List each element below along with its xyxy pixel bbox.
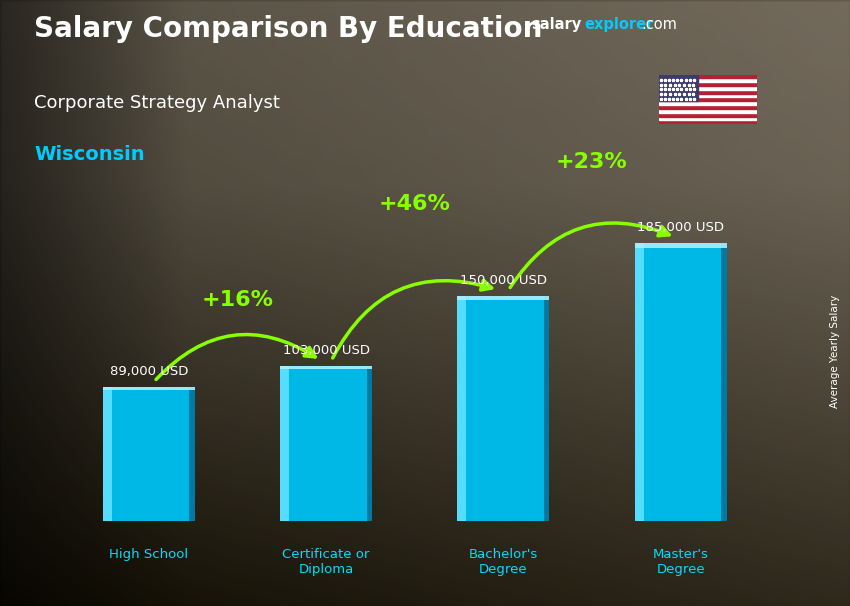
Text: +46%: +46% [379,195,451,215]
Text: +23%: +23% [556,152,628,172]
Bar [721,244,727,521]
Bar [659,82,756,86]
Text: .com: .com [641,17,677,32]
Text: High School: High School [110,548,189,561]
Bar [634,244,727,248]
Bar [659,94,756,98]
Text: 185,000 USD: 185,000 USD [638,221,724,235]
Bar [659,121,756,124]
Bar [659,90,756,94]
Bar [659,75,756,78]
Text: salary: salary [531,17,581,32]
Text: Certificate or
Diploma: Certificate or Diploma [282,548,370,576]
Bar [659,86,756,90]
Bar [289,367,366,521]
Text: Bachelor's
Degree: Bachelor's Degree [468,548,538,576]
Text: 150,000 USD: 150,000 USD [460,274,547,287]
Bar [634,244,643,521]
Bar [467,296,544,521]
Bar [659,109,756,113]
Bar [366,367,372,521]
Bar [280,367,372,369]
Bar [544,296,549,521]
Bar [659,78,756,82]
Text: Salary Comparison By Education: Salary Comparison By Education [34,15,542,43]
Bar [190,387,195,521]
Bar [112,387,190,521]
Text: explorer: explorer [585,17,654,32]
Text: Corporate Strategy Analyst: Corporate Strategy Analyst [34,94,280,112]
Text: +16%: +16% [201,290,274,310]
Bar [103,387,112,521]
Text: Master's
Degree: Master's Degree [653,548,709,576]
Bar [659,98,756,101]
Bar [659,75,698,101]
Bar [457,296,467,521]
Bar [280,367,289,521]
Bar [659,113,756,116]
Text: 103,000 USD: 103,000 USD [282,344,370,358]
Bar [659,116,756,121]
Bar [659,101,756,105]
Bar [103,387,195,390]
Bar [457,296,549,300]
Text: 89,000 USD: 89,000 USD [110,365,188,379]
Bar [643,244,721,521]
Text: Average Yearly Salary: Average Yearly Salary [830,295,840,408]
Text: Wisconsin: Wisconsin [34,145,144,164]
Bar [659,105,756,109]
